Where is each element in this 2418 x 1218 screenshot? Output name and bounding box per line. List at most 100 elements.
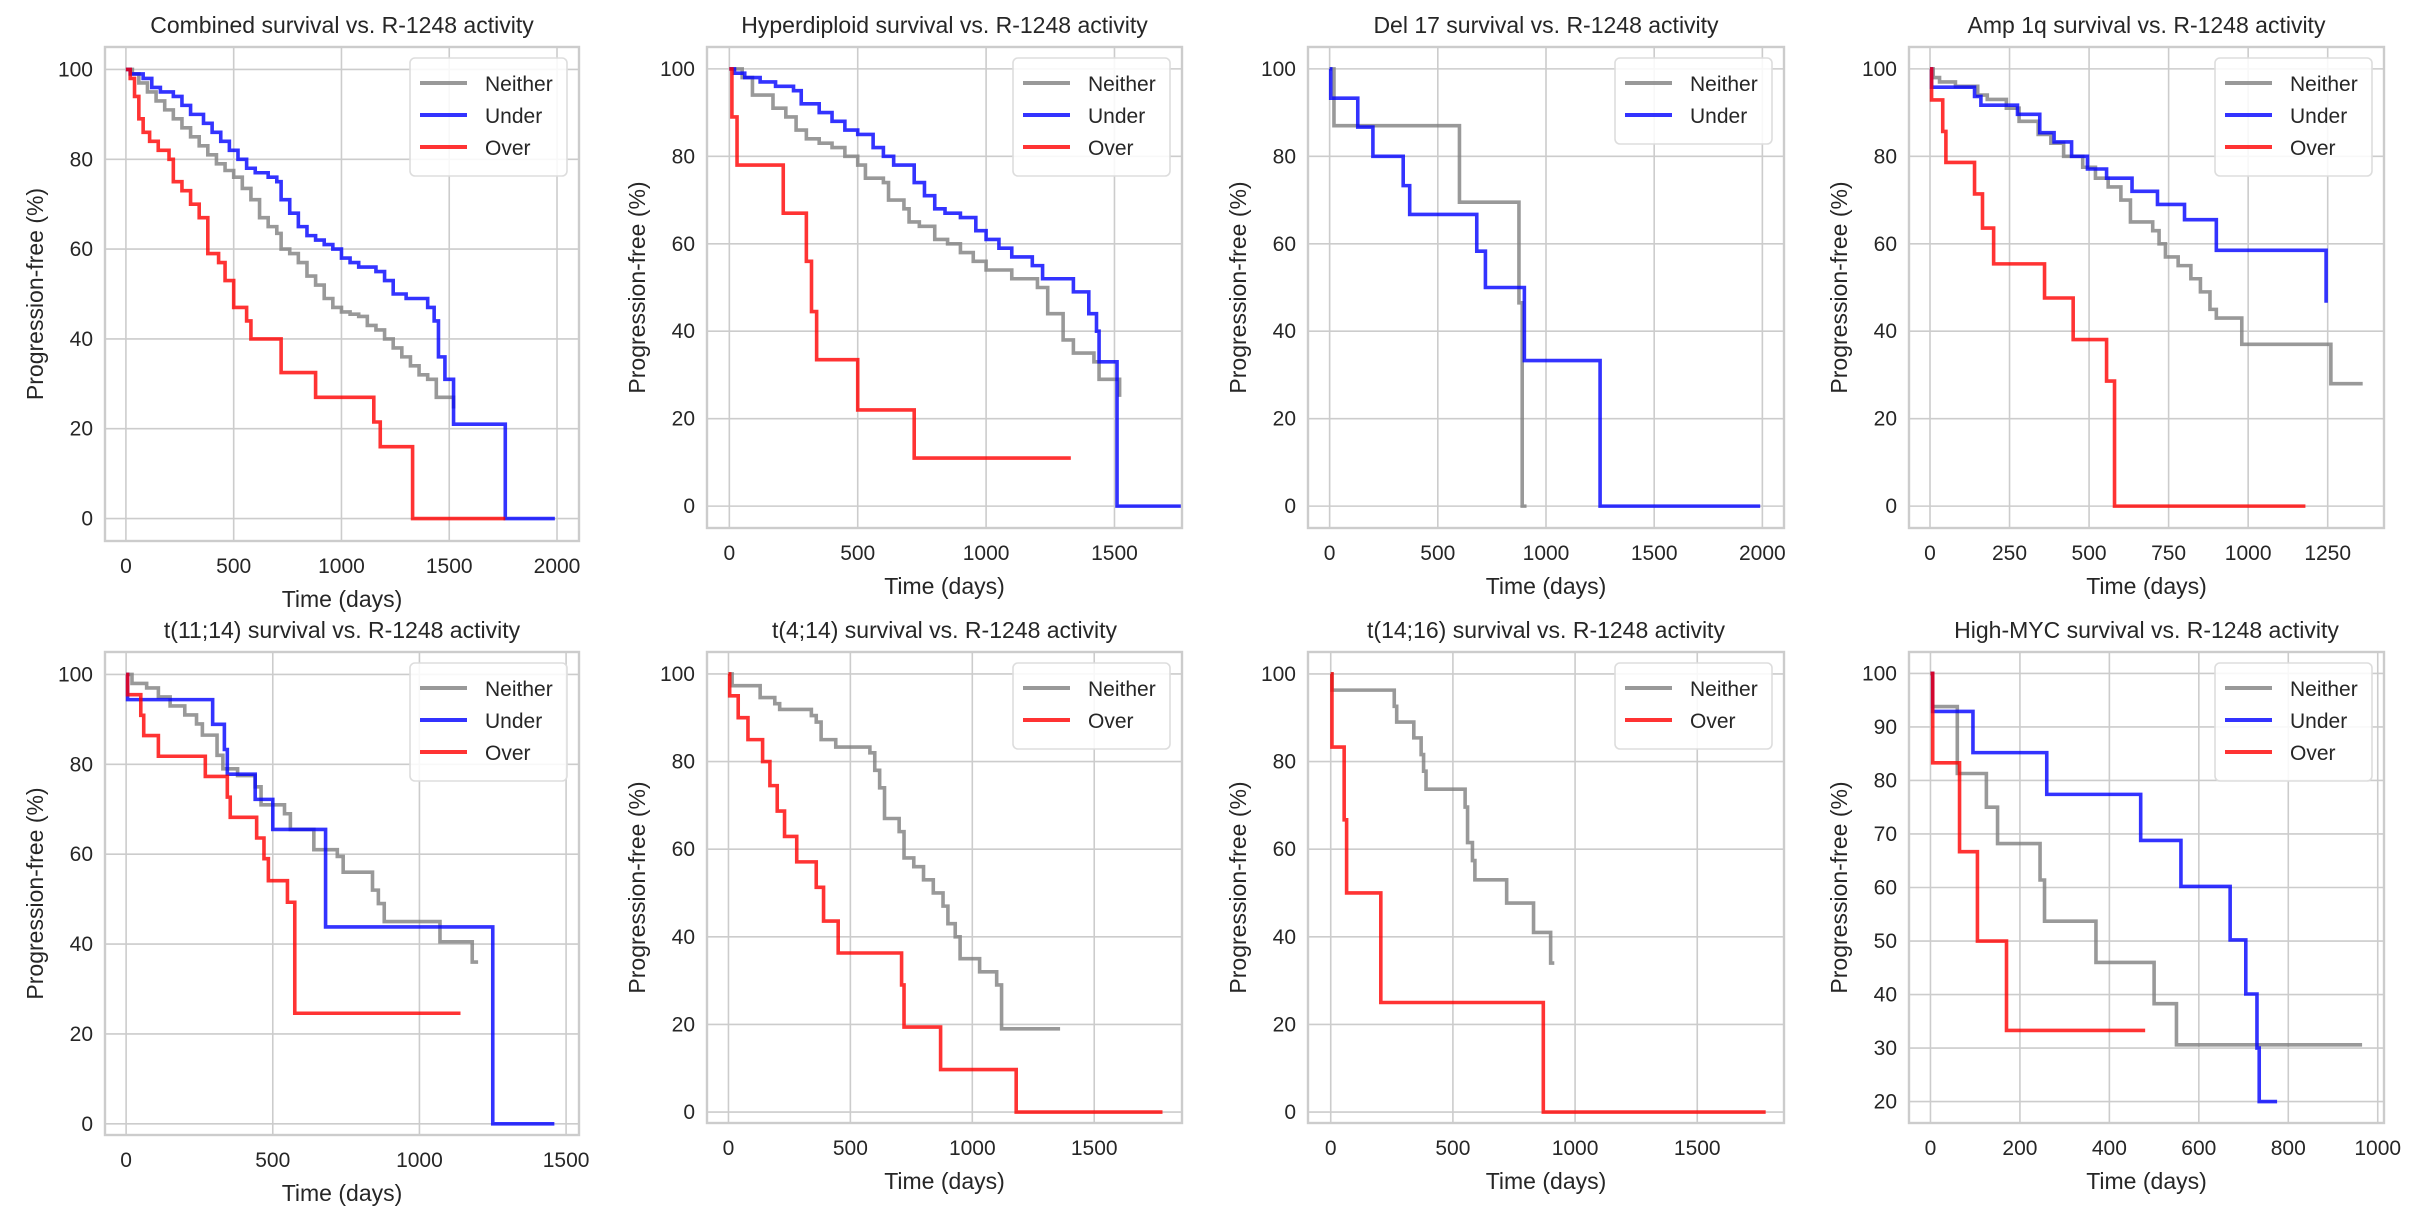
x-tick-label: 0 bbox=[723, 542, 735, 565]
x-axis-label: Time (days) bbox=[884, 573, 1005, 599]
subplot-1: 0 500 1000 1500 2000 0 20 40 60 80 100 Combined sur… bbox=[22, 12, 580, 612]
x-tick-label: 0 bbox=[1925, 1137, 1937, 1160]
x-tick-label: 0 bbox=[723, 1137, 735, 1160]
series-under-line bbox=[1328, 67, 1761, 508]
y-tick-label: 0 bbox=[683, 1101, 695, 1124]
x-tick-label: 1250 bbox=[2304, 542, 2351, 565]
y-tick-label: 60 bbox=[1874, 233, 1897, 256]
legend-label-neither: Neither bbox=[1088, 73, 1156, 96]
x-tick-label: 1000 bbox=[2225, 542, 2272, 565]
x-axis-label: Time (days) bbox=[884, 1168, 1005, 1194]
x-tick-label: 2000 bbox=[1739, 542, 1786, 565]
legend-label-neither: Neither bbox=[485, 678, 553, 701]
y-tick-label: 80 bbox=[70, 753, 93, 776]
subplot-title: Del 17 survival vs. R-1248 activity bbox=[1373, 12, 1719, 38]
y-axis-label: Progression-free (%) bbox=[624, 181, 650, 393]
x-tick-label: 0 bbox=[1324, 542, 1336, 565]
y-axis-label: Progression-free (%) bbox=[1826, 181, 1852, 393]
series-under-line bbox=[729, 67, 1182, 508]
legend-label-neither: Neither bbox=[2290, 73, 2358, 96]
subplot-4: 0 250 500 750 1000 1250 0 20 40 60 80 100 Amp 1q sur… bbox=[1826, 12, 2386, 599]
series-under-line bbox=[1929, 67, 2328, 303]
series-neither-line bbox=[125, 67, 456, 409]
y-tick-label: 50 bbox=[1874, 930, 1897, 953]
y-axis-label: Progression-free (%) bbox=[22, 787, 48, 999]
y-tick-label: 20 bbox=[70, 418, 93, 441]
series-over-line bbox=[1930, 671, 2146, 1033]
y-tick-label: 60 bbox=[70, 843, 93, 866]
y-axis-label: Progression-free (%) bbox=[1826, 781, 1852, 993]
y-tick-label: 80 bbox=[1273, 751, 1296, 774]
series-neither-line bbox=[728, 672, 1061, 1031]
y-tick-label: 100 bbox=[1261, 663, 1296, 686]
series-over-line bbox=[1330, 672, 1766, 1114]
y-tick-label: 100 bbox=[660, 663, 695, 686]
y-tick-label: 0 bbox=[81, 1113, 93, 1136]
y-tick-label: 40 bbox=[70, 933, 93, 956]
x-axis-label: Time (days) bbox=[282, 1180, 403, 1206]
x-tick-label: 0 bbox=[1924, 542, 1936, 565]
subplot-title: t(4;14) survival vs. R-1248 activity bbox=[772, 617, 1118, 643]
y-tick-label: 60 bbox=[1273, 838, 1296, 861]
x-tick-label: 500 bbox=[840, 542, 875, 565]
legend-label-over: Over bbox=[2290, 742, 2336, 765]
y-tick-label: 0 bbox=[1885, 495, 1897, 518]
x-tick-label: 500 bbox=[1435, 1137, 1470, 1160]
subplot-7: 0 500 1000 1500 0 20 40 60 80 100 t(14;16) surviva… bbox=[1225, 617, 1786, 1194]
series-over-line bbox=[125, 672, 461, 1016]
x-tick-label: 1500 bbox=[543, 1149, 590, 1172]
y-tick-label: 0 bbox=[683, 495, 695, 518]
y-tick-label: 100 bbox=[1261, 58, 1296, 81]
x-tick-label: 1500 bbox=[1091, 542, 1138, 565]
y-tick-label: 100 bbox=[1862, 662, 1897, 685]
x-tick-label: 800 bbox=[2271, 1137, 2306, 1160]
legend-label-under: Under bbox=[485, 105, 542, 128]
x-tick-label: 1000 bbox=[396, 1149, 443, 1172]
legend-box bbox=[1012, 662, 1171, 750]
series-neither-line bbox=[1330, 672, 1555, 965]
x-tick-label: 0 bbox=[1325, 1137, 1337, 1160]
legend-label-over: Over bbox=[1088, 710, 1134, 733]
subplot-title: t(11;14) survival vs. R-1248 activity bbox=[164, 617, 521, 643]
axes-frame bbox=[1907, 45, 2386, 530]
series-under-line bbox=[125, 672, 555, 1126]
y-tick-label: 0 bbox=[81, 508, 93, 531]
x-tick-label: 1500 bbox=[1071, 1137, 1118, 1160]
x-axis-label: Time (days) bbox=[1486, 573, 1607, 599]
y-tick-label: 40 bbox=[1874, 984, 1897, 1007]
legend: Neither Over bbox=[1012, 662, 1171, 750]
y-tick-label: 80 bbox=[1874, 145, 1897, 168]
legend-label-over: Over bbox=[1088, 137, 1134, 160]
series-over-line bbox=[1929, 67, 2306, 508]
legend-label-over: Over bbox=[485, 137, 531, 160]
legend-label-under: Under bbox=[2290, 710, 2347, 733]
subplot-3: 0 500 1000 1500 2000 0 20 40 60 80 100 Del 17 survi… bbox=[1225, 12, 1786, 599]
y-tick-label: 30 bbox=[1874, 1037, 1897, 1060]
y-tick-label: 60 bbox=[70, 238, 93, 261]
y-axis-label: Progression-free (%) bbox=[1225, 181, 1251, 393]
x-tick-label: 0 bbox=[120, 555, 132, 578]
x-tick-label: 1000 bbox=[963, 542, 1010, 565]
y-tick-label: 100 bbox=[58, 663, 93, 686]
y-tick-label: 80 bbox=[1874, 769, 1897, 792]
y-tick-label: 40 bbox=[1273, 926, 1296, 949]
legend-label-under: Under bbox=[1088, 105, 1145, 128]
y-tick-label: 40 bbox=[70, 328, 93, 351]
x-tick-label: 500 bbox=[255, 1149, 290, 1172]
legend: Neither Under bbox=[1614, 57, 1773, 145]
y-tick-label: 60 bbox=[1874, 877, 1897, 900]
x-tick-label: 200 bbox=[2002, 1137, 2037, 1160]
legend: Neither Under Over bbox=[409, 57, 568, 177]
legend-label-under: Under bbox=[1690, 105, 1747, 128]
y-tick-label: 40 bbox=[672, 320, 695, 343]
y-axis-label: Progression-free (%) bbox=[22, 188, 48, 400]
legend-label-neither: Neither bbox=[2290, 678, 2358, 701]
x-tick-label: 500 bbox=[2072, 542, 2107, 565]
y-tick-label: 20 bbox=[1273, 408, 1296, 431]
series-neither-line bbox=[729, 67, 1122, 397]
y-tick-label: 100 bbox=[660, 58, 695, 81]
legend: Neither Over bbox=[1614, 662, 1773, 750]
x-tick-label: 2000 bbox=[534, 555, 581, 578]
subplot-title: t(14;16) survival vs. R-1248 activity bbox=[1367, 617, 1725, 643]
